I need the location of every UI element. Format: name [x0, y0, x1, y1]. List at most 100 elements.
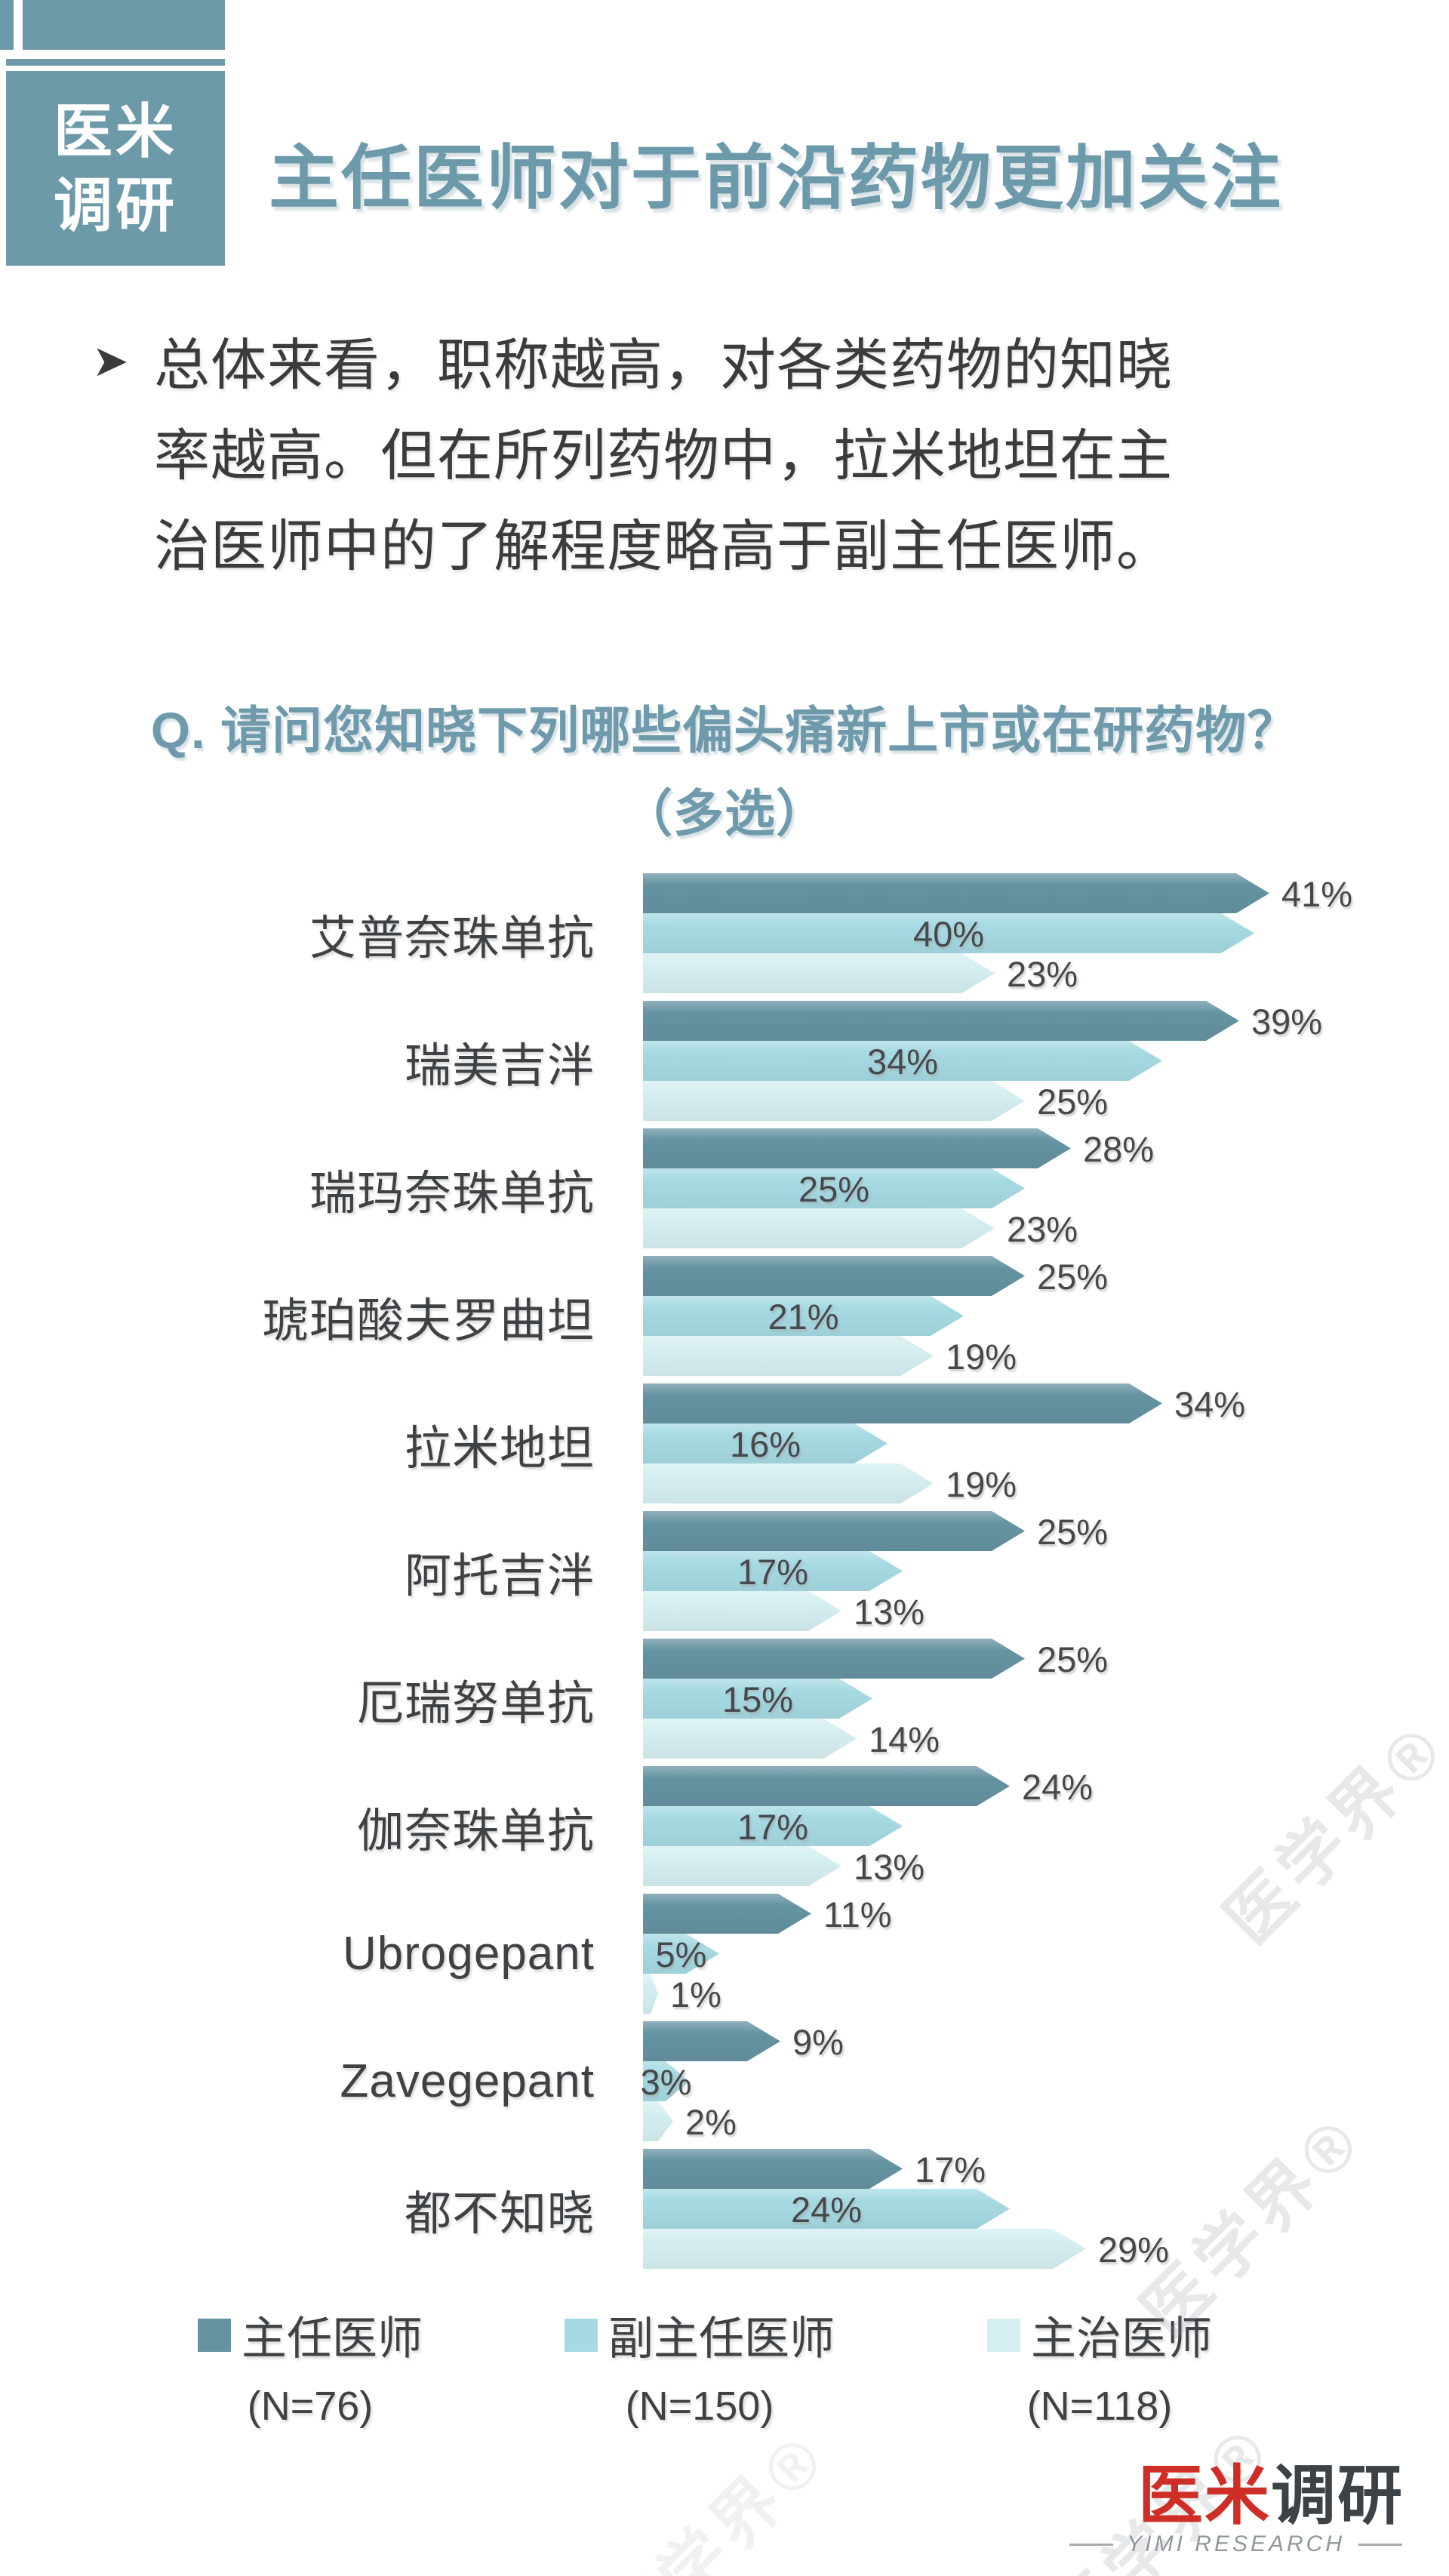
legend-item: 主任医师 (N=76)	[198, 2302, 423, 2430]
value-label: 21%	[768, 1297, 839, 1337]
value-label: 24%	[790, 2190, 863, 2230]
legend-swatch	[987, 2318, 1020, 2352]
value-label: 34%	[1174, 1384, 1246, 1424]
value-label: 2%	[685, 2102, 737, 2142]
bar-series-0	[643, 1766, 1010, 1806]
value-label: 9%	[792, 2022, 844, 2062]
value-label: 13%	[854, 1592, 925, 1632]
page-title: 主任医师对于前沿药物更加关注	[269, 139, 1283, 217]
value-label: 25%	[1037, 1512, 1109, 1552]
footer-dash-right	[1358, 2543, 1402, 2546]
legend-series-name: 主任医师	[242, 2313, 423, 2364]
bar-series-2	[643, 1591, 841, 1631]
value-label: 17%	[737, 1807, 809, 1847]
chart-group: 厄瑞努单抗 25% 15% 14%	[0, 1639, 1449, 1759]
chart-group: 瑞美吉泮 39% 34% 25%	[0, 1001, 1449, 1122]
legend-sample-size: (N=150)	[625, 2384, 774, 2429]
category-label: Zavegepant	[340, 2055, 595, 2107]
bar-series-1	[643, 1296, 964, 1336]
question-multiselect-note: （多选）	[622, 786, 827, 842]
bullet-arrow-icon: ➤	[92, 337, 129, 386]
value-label: 19%	[946, 1464, 1017, 1504]
bar-series-0	[643, 1383, 1162, 1423]
chart-group: Zavegepant 9% 3% 2%	[0, 2021, 1449, 2142]
value-label: 17%	[915, 2150, 986, 2190]
value-label: 39%	[1251, 1002, 1323, 1042]
bar-series-2	[643, 1719, 857, 1759]
footer-dash-left	[1069, 2543, 1114, 2546]
value-label: 25%	[798, 1169, 870, 1209]
bar-series-0	[643, 1511, 1025, 1551]
bar-series-2	[643, 1974, 658, 2014]
footer-logo-subtitle: YIMI RESEARCH	[1069, 2531, 1402, 2557]
category-label: Ubrogepant	[342, 1928, 595, 1980]
bar-chart: 艾普奈珠单抗 41% 40% 23% 瑞美吉泮 39% 34% 25% 瑞玛奈珠单抗 28% 25%…	[0, 873, 1449, 2292]
legend-sample-size: (N=118)	[1026, 2384, 1173, 2429]
summary-line: 治医师中的了解程度略高于副主任医师。	[154, 515, 1173, 577]
bar-series-0	[643, 2149, 903, 2189]
category-label: 伽奈珠单抗	[356, 1805, 595, 1857]
value-label: 28%	[1083, 1129, 1155, 1169]
value-label: 15%	[721, 1679, 794, 1719]
legend-swatch	[198, 2318, 231, 2352]
bar-series-1	[643, 1806, 903, 1846]
chart-group: 艾普奈珠单抗 41% 40% 23%	[0, 873, 1449, 994]
category-label: 艾普奈珠单抗	[309, 912, 595, 965]
value-label: 23%	[1007, 954, 1078, 994]
brand-top-bar	[0, 0, 225, 50]
value-label: 25%	[1037, 1082, 1109, 1122]
category-label: 厄瑞努单抗	[356, 1677, 595, 1730]
value-label: 13%	[854, 1847, 925, 1887]
legend-item: 副主任医师 (N=150)	[565, 2302, 835, 2430]
bar-series-1	[643, 1168, 1025, 1208]
category-label: 琥珀酸夫罗曲坦	[261, 1294, 595, 1347]
value-label: 34%	[866, 1042, 939, 1082]
bar-series-0	[643, 873, 1269, 913]
chart-legend: 主任医师 (N=76) 副主任医师 (N=150) 主治医师 (N=118)	[0, 2302, 1449, 2468]
summary-line: 率越高。但在所列药物中，拉米地坦在主	[154, 424, 1173, 487]
bar-series-2	[643, 1846, 841, 1886]
category-label: 瑞玛奈珠单抗	[309, 1167, 595, 1220]
bar-series-1	[643, 913, 1254, 953]
logo-text-line2: 调研	[53, 172, 177, 239]
chart-group: 都不知晓 17% 24% 29%	[0, 2149, 1449, 2270]
chart-group: 琥珀酸夫罗曲坦 25% 21% 19%	[0, 1256, 1449, 1377]
bar-series-2	[643, 953, 995, 993]
legend-sample-size: (N=76)	[247, 2384, 374, 2429]
footer-logo: 医米调研	[1138, 2442, 1404, 2537]
value-label: 16%	[729, 1424, 801, 1464]
bar-series-1	[643, 1423, 888, 1463]
category-label: 都不知晓	[404, 2187, 595, 2240]
chart-group: Ubrogepant 11% 5% 1%	[0, 1894, 1449, 2014]
brand-top-bar-notch	[14, 0, 23, 50]
bar-series-2	[643, 1081, 1025, 1121]
chart-group: 阿托吉泮 25% 17% 13%	[0, 1511, 1449, 1632]
bar-series-0	[643, 1001, 1239, 1041]
legend-series-name: 副主任医师	[608, 2313, 835, 2364]
bar-series-0	[643, 1639, 1025, 1679]
chart-group: 伽奈珠单抗 24% 17% 13%	[0, 1766, 1449, 1887]
value-label: 25%	[1037, 1639, 1109, 1679]
footer-logo-yimi: 医米	[1138, 2460, 1271, 2532]
category-label: 拉米地坦	[404, 1422, 595, 1475]
value-label: 24%	[1022, 1767, 1094, 1807]
category-label: 阿托吉泮	[404, 1550, 595, 1602]
value-label: 23%	[1007, 1209, 1078, 1249]
value-label: 29%	[1098, 2230, 1170, 2270]
question-text: Q. 请问您知晓下列哪些偏头痛新上市或在研药物？	[150, 703, 1299, 759]
value-label: 1%	[670, 1974, 721, 2014]
value-label: 41%	[1281, 874, 1353, 914]
value-label: 11%	[823, 1894, 892, 1934]
category-label: 瑞美吉泮	[404, 1039, 595, 1092]
legend-item: 主治医师 (N=118)	[987, 2302, 1212, 2430]
value-label: 14%	[869, 1719, 940, 1759]
bar-series-0	[643, 1256, 1025, 1296]
brand-divider-line	[6, 59, 225, 66]
bar-series-2	[643, 1336, 934, 1376]
value-label: 17%	[737, 1552, 809, 1592]
bar-series-2	[643, 2101, 673, 2141]
value-label: 19%	[946, 1337, 1017, 1377]
summary-text: 总体来看，职称越高，对各类药物的知晓 率越高。但在所列药物中，拉米地坦在主 治医…	[154, 320, 1392, 592]
chart-group: 瑞玛奈珠单抗 28% 25% 23%	[0, 1128, 1449, 1249]
